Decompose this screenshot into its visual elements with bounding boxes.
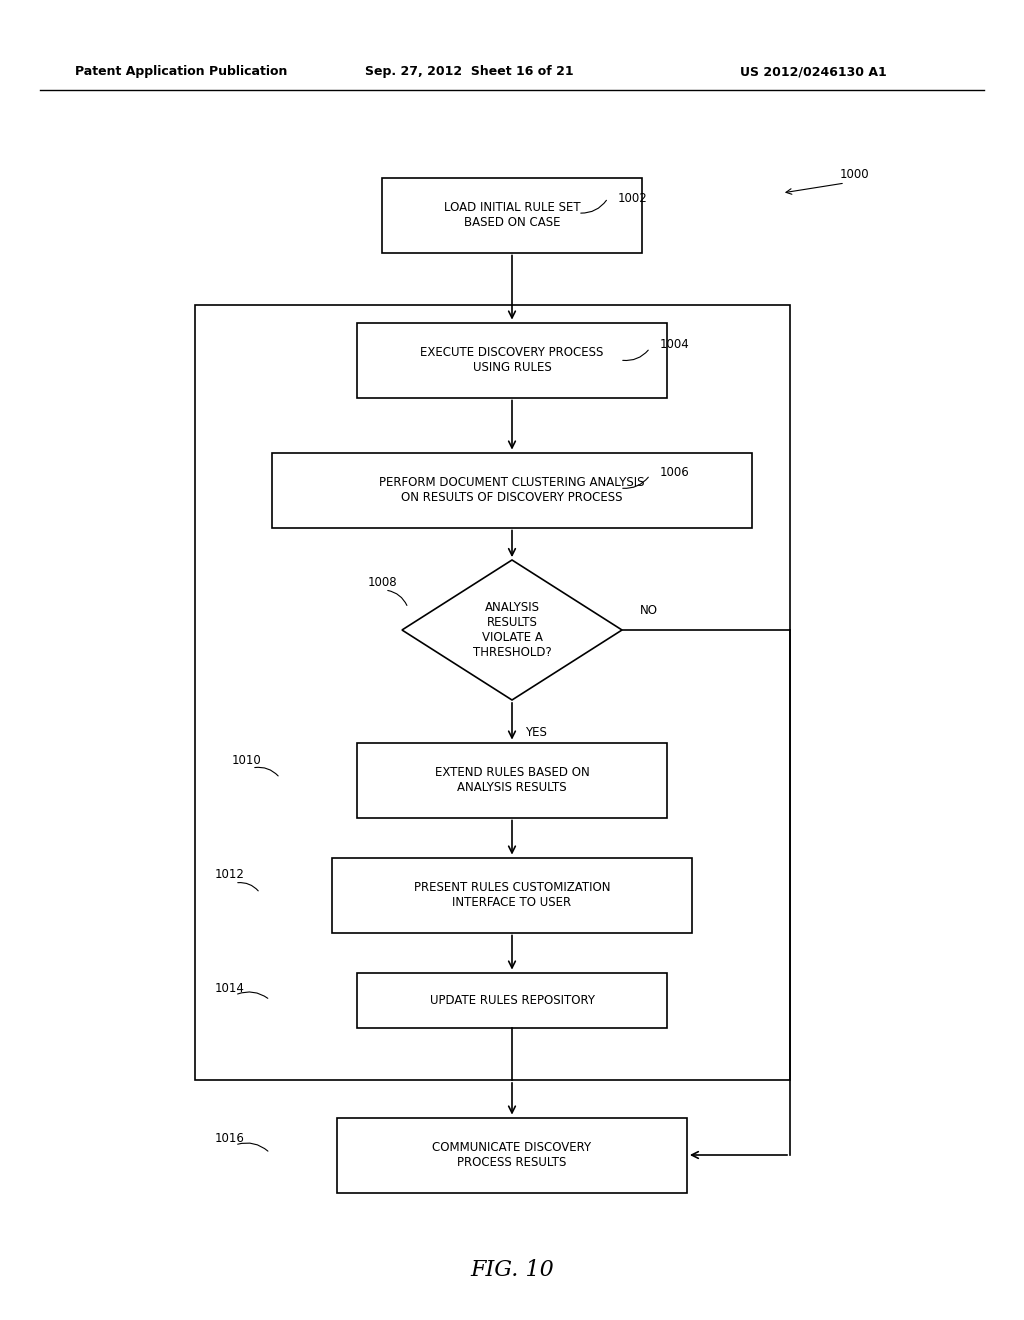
Polygon shape bbox=[402, 560, 622, 700]
Bar bbox=[382, 177, 642, 252]
Bar bbox=[357, 322, 667, 397]
Text: US 2012/0246130 A1: US 2012/0246130 A1 bbox=[740, 66, 887, 78]
Text: 1006: 1006 bbox=[660, 466, 690, 479]
Text: NO: NO bbox=[640, 603, 658, 616]
Text: EXECUTE DISCOVERY PROCESS
USING RULES: EXECUTE DISCOVERY PROCESS USING RULES bbox=[420, 346, 604, 374]
Text: 1016: 1016 bbox=[215, 1131, 245, 1144]
Text: FIG. 10: FIG. 10 bbox=[470, 1259, 554, 1280]
Text: Patent Application Publication: Patent Application Publication bbox=[75, 66, 288, 78]
Bar bbox=[337, 1118, 687, 1192]
Text: LOAD INITIAL RULE SET
BASED ON CASE: LOAD INITIAL RULE SET BASED ON CASE bbox=[443, 201, 581, 228]
Text: 1000: 1000 bbox=[840, 169, 869, 181]
Text: 1008: 1008 bbox=[368, 576, 397, 589]
Text: COMMUNICATE DISCOVERY
PROCESS RESULTS: COMMUNICATE DISCOVERY PROCESS RESULTS bbox=[432, 1140, 592, 1170]
Text: YES: YES bbox=[525, 726, 547, 738]
Text: ANALYSIS
RESULTS
VIOLATE A
THRESHOLD?: ANALYSIS RESULTS VIOLATE A THRESHOLD? bbox=[473, 601, 551, 659]
Bar bbox=[195, 305, 790, 1080]
Bar bbox=[272, 453, 752, 528]
Text: UPDATE RULES REPOSITORY: UPDATE RULES REPOSITORY bbox=[429, 994, 595, 1006]
Bar bbox=[357, 973, 667, 1027]
Text: EXTEND RULES BASED ON
ANALYSIS RESULTS: EXTEND RULES BASED ON ANALYSIS RESULTS bbox=[434, 766, 590, 795]
Text: PRESENT RULES CUSTOMIZATION
INTERFACE TO USER: PRESENT RULES CUSTOMIZATION INTERFACE TO… bbox=[414, 880, 610, 909]
Text: 1004: 1004 bbox=[660, 338, 690, 351]
Text: 1010: 1010 bbox=[232, 754, 262, 767]
Text: Sep. 27, 2012  Sheet 16 of 21: Sep. 27, 2012 Sheet 16 of 21 bbox=[365, 66, 573, 78]
Bar bbox=[357, 742, 667, 817]
Bar bbox=[332, 858, 692, 932]
Text: 1012: 1012 bbox=[215, 869, 245, 882]
Text: PERFORM DOCUMENT CLUSTERING ANALYSIS
ON RESULTS OF DISCOVERY PROCESS: PERFORM DOCUMENT CLUSTERING ANALYSIS ON … bbox=[379, 477, 645, 504]
Text: 1002: 1002 bbox=[618, 191, 648, 205]
Text: 1014: 1014 bbox=[215, 982, 245, 994]
